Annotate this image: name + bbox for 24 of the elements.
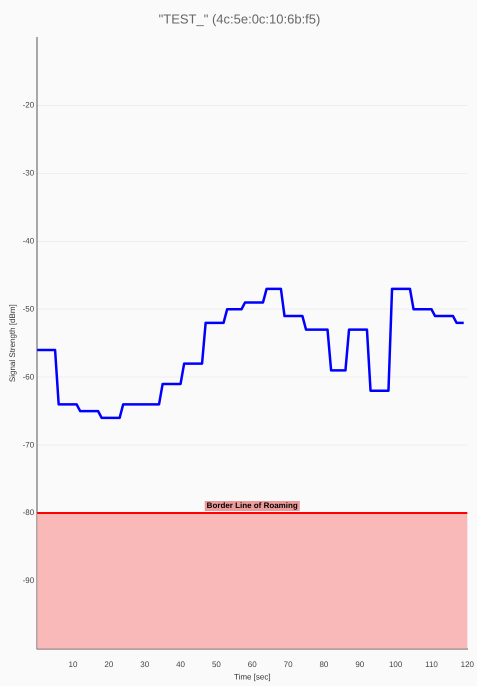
x-tick-label: 30	[140, 660, 150, 669]
y-tick-label: -40	[22, 236, 35, 246]
x-axis-title: Time [sec]	[234, 672, 271, 682]
y-tick-label: -30	[22, 168, 35, 178]
x-tick-label: 40	[176, 660, 186, 669]
x-tick-label: 120	[460, 660, 475, 669]
ref-line-label: Border Line of Roaming	[206, 501, 298, 510]
x-tick-label: 90	[355, 660, 365, 669]
x-tick-label: 80	[319, 660, 329, 669]
y-tick-label: -20	[22, 100, 35, 110]
y-tick-label: -80	[22, 508, 35, 518]
y-axis-title: Signal Strength [dBm]	[8, 304, 18, 382]
x-tick-label: 20	[104, 660, 114, 669]
x-tick-label: 100	[388, 660, 403, 669]
y-tick-label: -50	[22, 304, 35, 314]
y-tick-label: -90	[22, 576, 35, 586]
x-tick-label: 10	[68, 660, 78, 669]
x-tick-label: 50	[212, 660, 222, 669]
x-tick-label: 70	[284, 660, 294, 669]
x-tick-label: 60	[248, 660, 258, 669]
y-tick-label: -70	[22, 440, 35, 450]
x-tick-label: 110	[425, 660, 438, 669]
y-tick-label: -60	[22, 372, 35, 382]
chart-title: "TEST_" (4c:5e:0c:10:6b:f5)	[158, 11, 320, 26]
